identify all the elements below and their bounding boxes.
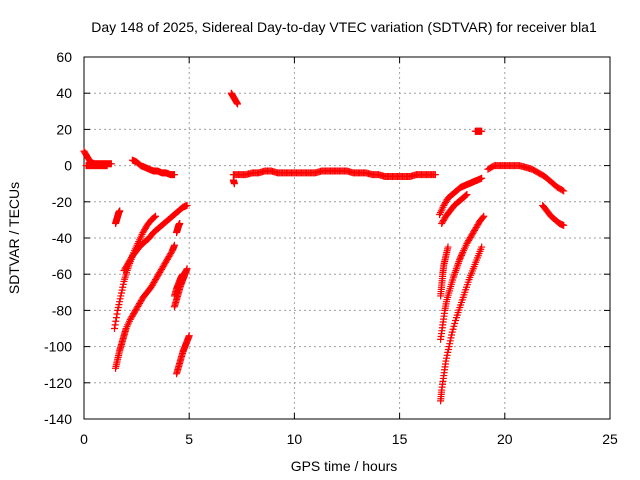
data-point [112, 314, 120, 322]
data-point [113, 310, 121, 318]
y-tick-label: -140 [44, 411, 72, 427]
data-point [230, 180, 238, 188]
x-tick-label: 25 [602, 431, 618, 447]
data-series [437, 212, 488, 343]
data-point [152, 212, 160, 220]
chart-title: Day 148 of 2025, Sidereal Day-to-day VTE… [91, 19, 597, 35]
data-series [539, 201, 568, 229]
data-point [480, 212, 488, 220]
data-point [431, 171, 439, 179]
data-point [116, 207, 124, 215]
data-point [444, 243, 452, 251]
data-point [183, 265, 191, 273]
data-point [560, 221, 568, 229]
y-tick-label: -60 [52, 266, 72, 282]
data-point [179, 270, 187, 278]
data-point [558, 186, 566, 194]
data-point [111, 325, 119, 332]
y-tick-labels: 60 40 20 0 -20 -40 -60 -80 -100 -120 -140 [44, 49, 72, 427]
data-point [462, 191, 470, 199]
data-series [112, 241, 178, 372]
data-point [560, 187, 568, 195]
x-tick-label: 5 [185, 431, 193, 447]
data-series [229, 176, 238, 188]
data-series [170, 270, 187, 300]
data-series [229, 167, 439, 180]
data-series [82, 162, 111, 170]
data-series [227, 89, 242, 108]
data-series [437, 243, 452, 300]
y-tick-label: 60 [56, 49, 72, 65]
plot-frame [83, 56, 611, 420]
y-tick-label: -20 [52, 194, 72, 210]
data-point [150, 214, 158, 222]
data-point [458, 250, 466, 258]
data-point [151, 213, 159, 221]
x-tick-label: 0 [80, 431, 88, 447]
y-tick-label: -40 [52, 230, 72, 246]
data-series [471, 127, 486, 135]
data-series [438, 191, 471, 228]
data-point [103, 162, 111, 170]
data-point [479, 213, 487, 221]
data-point [170, 241, 178, 249]
data-series [112, 207, 124, 228]
data-point [461, 192, 469, 200]
data-points [80, 89, 568, 405]
y-tick-label: -80 [52, 302, 72, 318]
data-series [173, 220, 184, 237]
data-series [436, 174, 486, 218]
axis-ticks [83, 56, 611, 420]
data-series [120, 201, 191, 275]
data-point [478, 174, 486, 182]
x-tick-label: 15 [392, 431, 408, 447]
data-point [478, 243, 486, 251]
data-point [176, 220, 184, 228]
data-series [173, 332, 193, 378]
y-tick-label: 0 [64, 158, 72, 174]
grid-lines [84, 57, 610, 419]
data-point [170, 171, 178, 179]
x-tick-labels: 0 5 10 15 20 25 [80, 431, 618, 447]
data-series [437, 243, 486, 405]
data-series [484, 162, 568, 195]
data-point [185, 332, 193, 340]
data-point [183, 201, 191, 209]
y-axis-label: SDTVAR / TECUs [6, 182, 22, 294]
data-point [111, 321, 119, 329]
x-tick-label: 20 [497, 431, 513, 447]
y-tick-label: -100 [44, 339, 72, 355]
data-point [463, 191, 471, 199]
data-series [128, 156, 178, 179]
x-tick-label: 10 [287, 431, 303, 447]
data-point [112, 317, 120, 325]
data-point [234, 100, 242, 108]
data-point [107, 160, 115, 168]
x-axis-label: GPS time / hours [291, 458, 398, 474]
y-tick-label: 40 [56, 85, 72, 101]
y-tick-label: -120 [44, 375, 72, 391]
y-tick-label: 20 [56, 121, 72, 137]
data-point [478, 127, 486, 135]
